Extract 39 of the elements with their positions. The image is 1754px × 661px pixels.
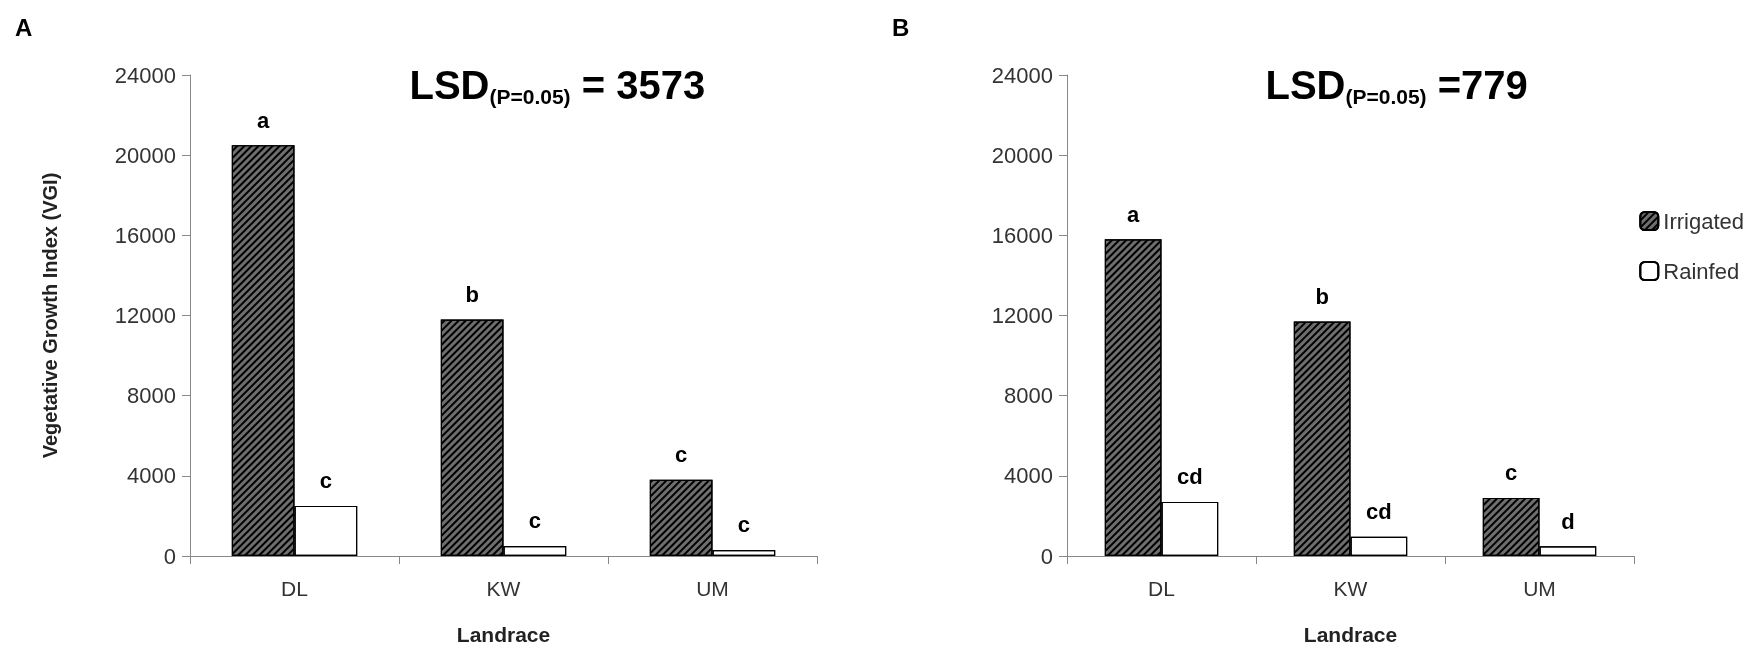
- y-tick-label: 8000: [127, 383, 176, 409]
- annotation: d: [1561, 508, 1575, 534]
- y-tick-label: 0: [163, 543, 176, 569]
- annotation: b: [465, 282, 479, 308]
- y-tick-label: 4000: [127, 463, 176, 489]
- annotation: c: [528, 508, 541, 534]
- annotation: a: [257, 107, 271, 133]
- annotation: c: [1505, 460, 1518, 486]
- y-tick-label: 8000: [1004, 383, 1053, 409]
- legend-label: Rainfed: [1663, 258, 1740, 284]
- x-tick-label: UM: [696, 577, 729, 600]
- annotation: a: [1127, 201, 1141, 227]
- x-tick-label: UM: [1523, 577, 1556, 600]
- y-tick-label: 20000: [114, 142, 176, 168]
- x-axis-title: Landrace: [456, 623, 551, 646]
- annotation: cd: [1177, 464, 1203, 490]
- y-tick-label: 24000: [991, 62, 1053, 88]
- y-tick-label: 12000: [991, 303, 1053, 328]
- legend-label: Irrigated: [1663, 208, 1745, 234]
- y-tick-label: 4000: [1004, 463, 1053, 489]
- annotation: c: [675, 442, 688, 468]
- x-tick-label: DL: [1148, 577, 1175, 600]
- chart-title: B: [892, 13, 910, 41]
- y-tick-label: 24000: [114, 62, 176, 88]
- chart-title: A: [15, 13, 33, 41]
- annotation: c: [319, 468, 332, 494]
- y-tick-label: 20000: [991, 142, 1053, 168]
- x-tick-label: KW: [1333, 577, 1368, 600]
- y-tick-label: 0: [1040, 543, 1053, 569]
- x-axis-title: Landrace: [1303, 623, 1398, 646]
- y-tick-label: 16000: [114, 222, 176, 248]
- annotation: b: [1315, 284, 1329, 310]
- annotation: cd: [1366, 499, 1392, 525]
- y-axis-title: Vegetative Growth Index (VGI): [39, 172, 61, 459]
- y-tick-label: 12000: [114, 303, 176, 328]
- x-tick-label: KW: [486, 577, 521, 600]
- y-tick-label: 16000: [991, 222, 1053, 248]
- x-tick-label: DL: [281, 577, 308, 600]
- annotation: c: [737, 512, 750, 538]
